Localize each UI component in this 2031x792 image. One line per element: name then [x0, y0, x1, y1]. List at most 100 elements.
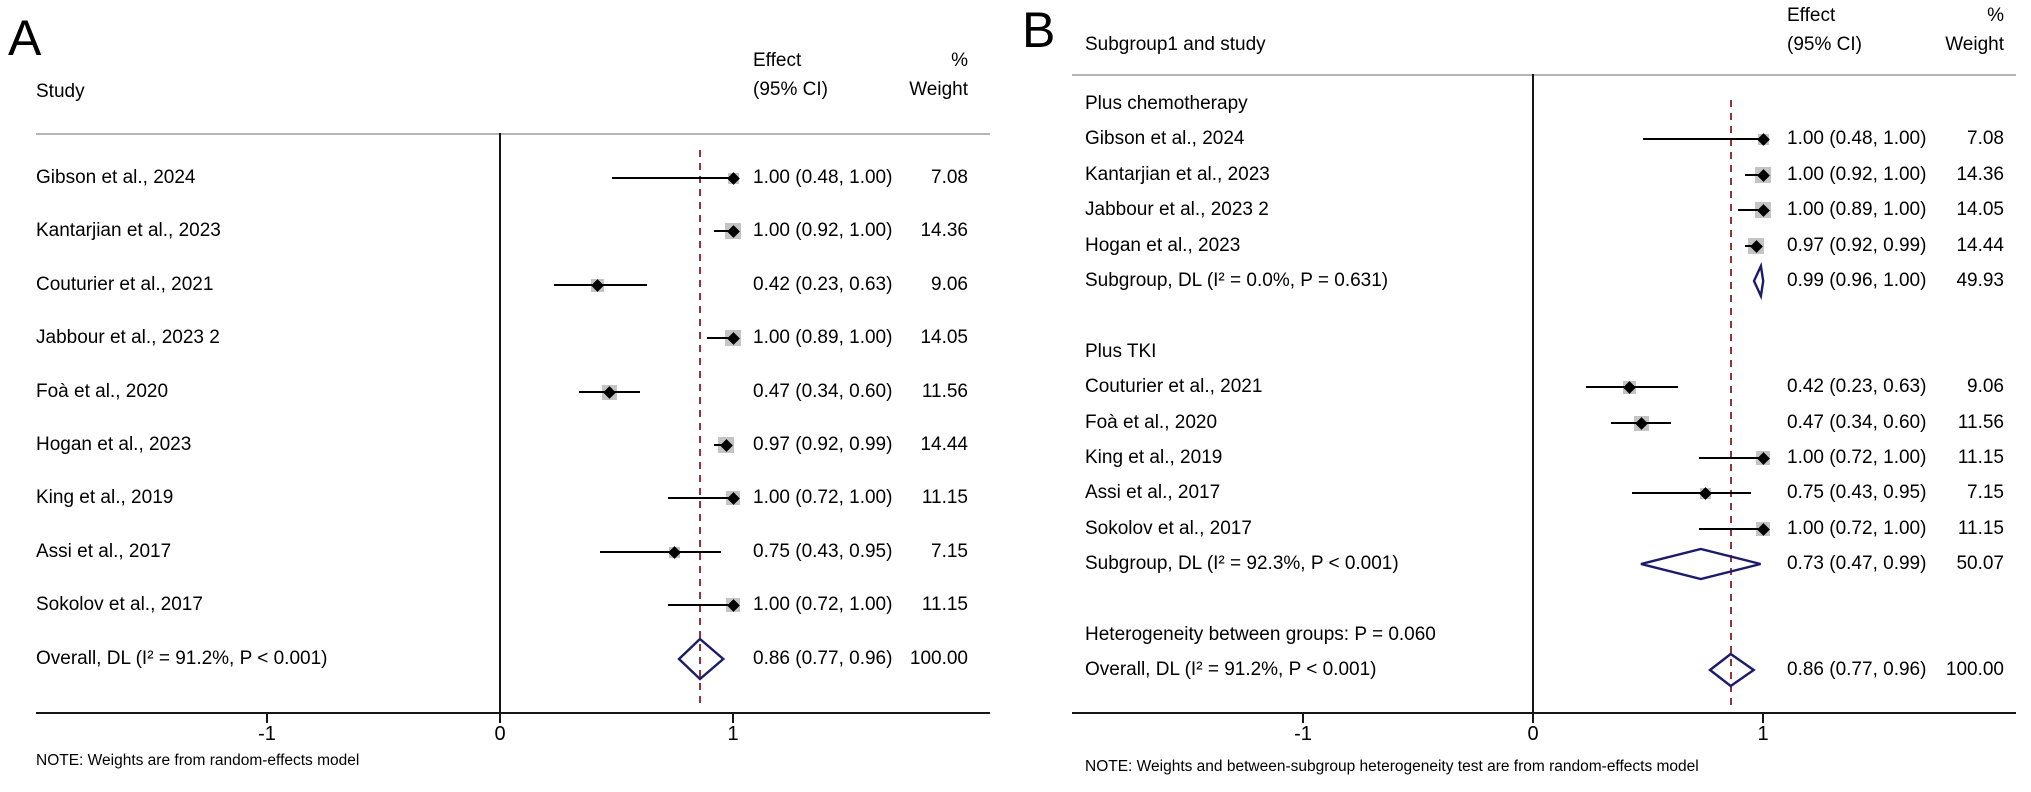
effect-value: 0.97 (0.92, 0.99) [753, 434, 893, 455]
pooled-row-label: Overall, DL (I² = 91.2%, P < 0.001) [36, 648, 328, 669]
study-row-label: Assi et al., 2017 [36, 541, 172, 562]
study-row-label: Foà et al., 2020 [36, 381, 169, 402]
study-row-label: Assi et al., 2017 [1085, 482, 1221, 503]
effect-value: 1.00 (0.92, 1.00) [1787, 164, 1927, 185]
null-line [499, 133, 501, 712]
effect-value: 1.00 (0.72, 1.00) [753, 487, 893, 508]
ci-line [667, 497, 733, 500]
pooled-diamond [677, 637, 726, 681]
x-axis-line [1072, 712, 2016, 715]
column-header-effect-line2: (95% CI) [1787, 34, 1862, 55]
effect-value: 1.00 (0.72, 1.00) [1787, 447, 1927, 468]
ci-line [1698, 457, 1763, 460]
heterogeneity-note: Heterogeneity between groups: P = 0.060 [1085, 624, 1436, 645]
weight-value: 7.08 [1967, 128, 2004, 149]
column-header-weight-line2: Weight [1945, 34, 2004, 55]
ci-line [600, 551, 722, 554]
ci-line [1737, 209, 1763, 212]
study-row-label: Kantarjian et al., 2023 [1085, 164, 1270, 185]
weight-value: 100.00 [909, 648, 968, 669]
weight-value: 11.15 [1957, 518, 2004, 539]
effect-value: 0.42 (0.23, 0.63) [753, 274, 893, 295]
weight-value: 11.15 [921, 594, 968, 615]
x-axis-tick [499, 714, 501, 723]
effect-value: 0.86 (0.77, 0.96) [753, 648, 893, 669]
null-line [1532, 74, 1534, 712]
weight-value: 100.00 [1945, 659, 2004, 680]
pooled-diamond [1640, 547, 1761, 581]
overall-reference-line [1729, 100, 1732, 706]
footnote: NOTE: Weights and between-subgroup heter… [1085, 758, 1699, 775]
study-row-label: Kantarjian et al., 2023 [36, 220, 221, 241]
weight-value: 9.06 [931, 274, 968, 295]
header-rule [36, 133, 990, 135]
column-header-study: Subgroup1 and study [1085, 34, 1266, 55]
overall-reference-line [699, 150, 702, 706]
weight-value: 14.44 [920, 434, 968, 455]
ci-line [1744, 174, 1763, 177]
ci-line [714, 230, 733, 233]
effect-value: 1.00 (0.89, 1.00) [1787, 199, 1927, 220]
column-header-effect-line2: (95% CI) [753, 79, 828, 100]
x-axis-tick [1532, 714, 1534, 723]
effect-value: 1.00 (0.48, 1.00) [753, 167, 893, 188]
panel-a-letter: A [8, 10, 42, 66]
study-row-label: Hogan et al., 2023 [36, 434, 192, 455]
ci-line [1698, 528, 1763, 531]
pooled-row-label: Subgroup, DL (I² = 0.0%, P = 0.631) [1085, 270, 1389, 291]
weight-value: 14.05 [920, 327, 968, 348]
x-axis-tick-label: 0 [494, 723, 506, 745]
study-row-label: Jabbour et al., 2023 2 [36, 327, 220, 348]
weight-value: 50.07 [1956, 553, 2004, 574]
weight-value: 7.15 [931, 541, 968, 562]
weight-value: 7.08 [931, 167, 968, 188]
x-axis-tick-label: -1 [1294, 723, 1312, 745]
weight-value: 11.56 [921, 381, 968, 402]
x-axis-tick-label: 1 [1757, 723, 1769, 745]
column-header-effect-line1: Effect [1787, 5, 1836, 26]
weight-value: 14.05 [1956, 199, 2004, 220]
ci-line [667, 604, 733, 607]
x-axis-tick-label: -1 [258, 723, 276, 745]
effect-value: 0.47 (0.34, 0.60) [1787, 412, 1927, 433]
study-row-label: Jabbour et al., 2023 2 [1085, 199, 1269, 220]
study-row-label: Gibson et al., 2024 [36, 167, 196, 188]
effect-value: 1.00 (0.72, 1.00) [1787, 518, 1927, 539]
x-axis-tick [1762, 714, 1764, 723]
ci-line [707, 337, 733, 340]
column-header-weight-line1: % [951, 50, 968, 71]
effect-value: 0.42 (0.23, 0.63) [1787, 376, 1927, 397]
study-row-label: King et al., 2019 [1085, 447, 1223, 468]
study-row-label: King et al., 2019 [36, 487, 174, 508]
study-row-label: Couturier et al., 2021 [36, 274, 214, 295]
column-header-effect-line1: Effect [753, 50, 802, 71]
ci-line [611, 177, 733, 180]
effect-value: 1.00 (0.92, 1.00) [753, 220, 893, 241]
weight-value: 14.36 [920, 220, 968, 241]
pooled-row-label: Subgroup, DL (I² = 92.3%, P < 0.001) [1085, 553, 1399, 574]
pooled-diamond [1708, 652, 1756, 688]
effect-value: 0.97 (0.92, 0.99) [1787, 235, 1927, 256]
effect-value: 0.99 (0.96, 1.00) [1787, 270, 1927, 291]
effect-value: 0.86 (0.77, 0.96) [1787, 659, 1927, 680]
footnote: NOTE: Weights are from random-effects mo… [36, 752, 360, 769]
study-row-label: Couturier et al., 2021 [1085, 376, 1263, 397]
weight-value: 9.06 [1967, 376, 2004, 397]
study-row-label: Sokolov et al., 2017 [1085, 518, 1252, 539]
column-header-weight-line2: Weight [909, 79, 968, 100]
panel-b-letter: B [1022, 2, 1056, 58]
effect-value: 1.00 (0.72, 1.00) [753, 594, 893, 615]
x-axis-tick-label: 0 [1527, 723, 1539, 745]
ci-line [1643, 138, 1763, 141]
weight-value: 14.44 [1956, 235, 2004, 256]
study-row-label: Hogan et al., 2023 [1085, 235, 1241, 256]
weight-value: 11.15 [921, 487, 968, 508]
ci-line [1631, 492, 1752, 495]
pooled-diamond [1752, 261, 1765, 301]
effect-value: 1.00 (0.48, 1.00) [1787, 128, 1927, 149]
x-axis-tick [1302, 714, 1304, 723]
group-label: Plus chemotherapy [1085, 93, 1248, 114]
weight-value: 11.15 [1957, 447, 2004, 468]
